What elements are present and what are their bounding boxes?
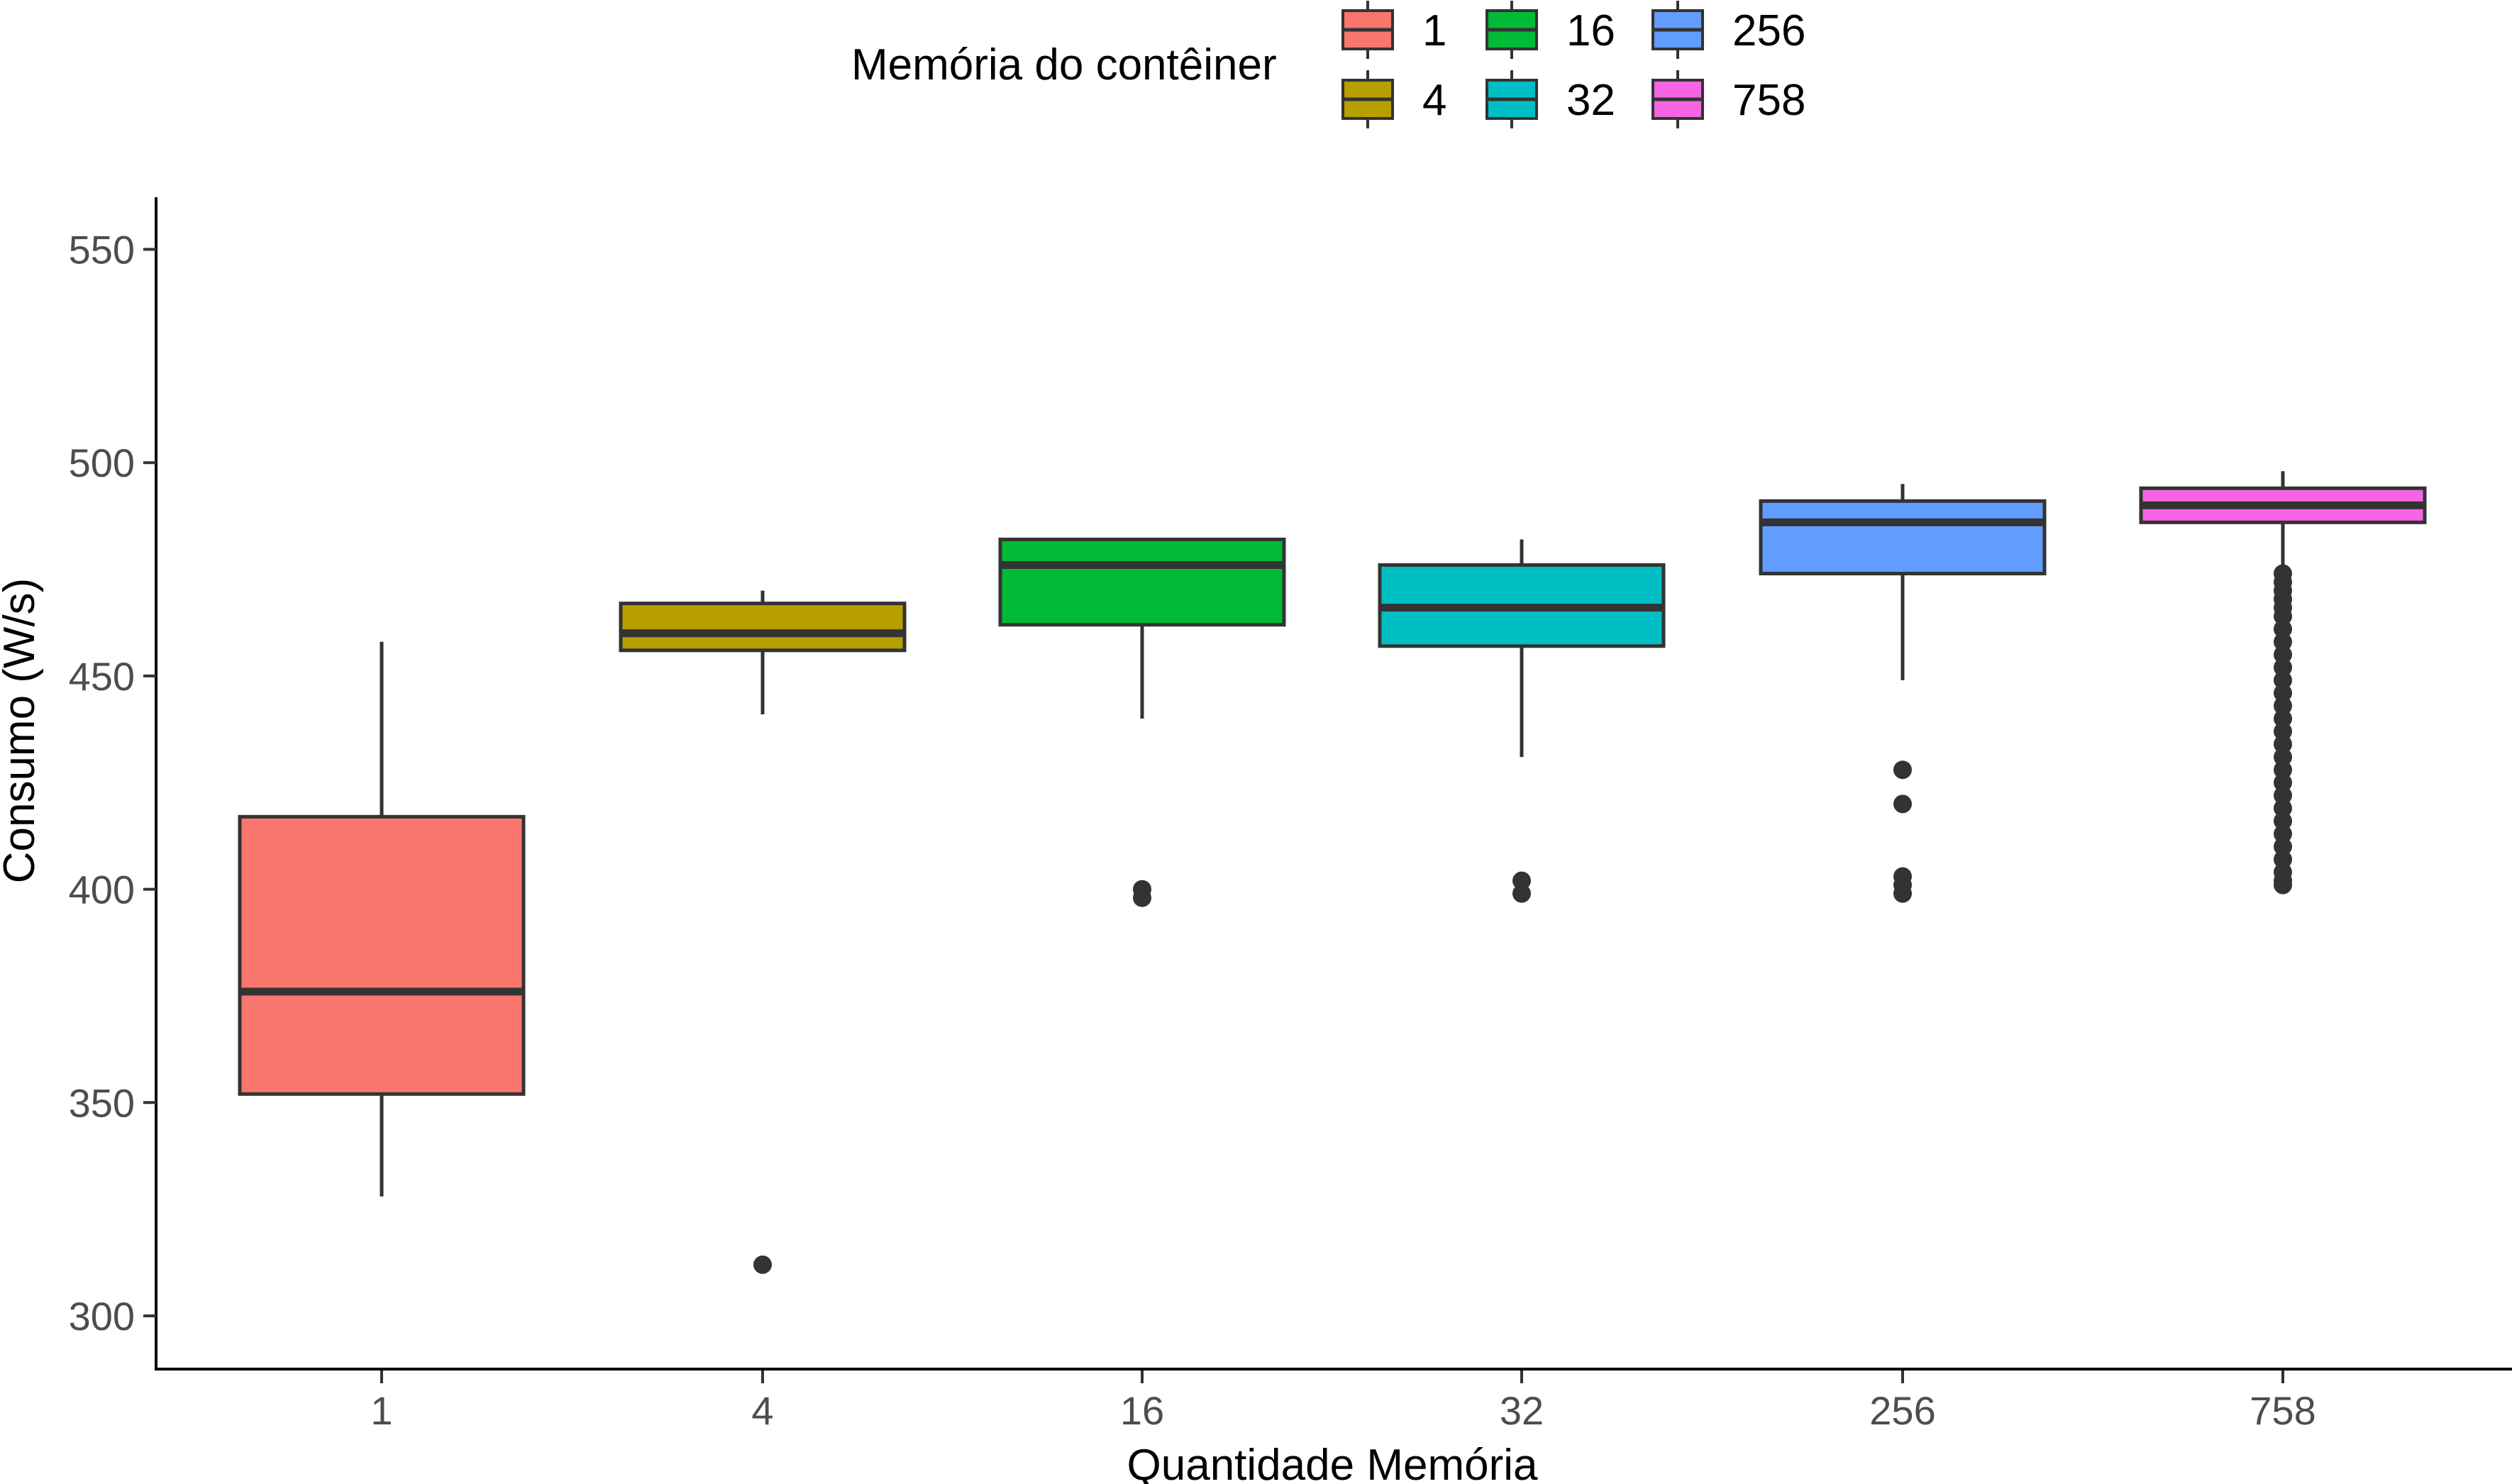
y-axis-title: Consumo (W/s) [0,578,44,884]
outlier-point [2274,709,2292,729]
outlier-point [2274,696,2292,715]
iqr-box [619,602,907,653]
legend-key-4: 4 [1341,70,1446,128]
outlier-point [2274,645,2292,664]
outlier-point [1512,871,1531,890]
outlier-point [1893,794,1912,814]
x-tick-label: 4 [751,1388,773,1433]
outlier-point [2274,760,2292,780]
legend-label: 758 [1732,76,1805,125]
x-axis: 1 4 16 32 256 758 [155,1368,2512,1433]
y-tick-label: 300 [69,1294,135,1339]
outlier-point [2274,683,2292,702]
outlier-point [2274,735,2292,754]
x-tick-label: 32 [1500,1388,1544,1433]
outlier-point [2274,824,2292,843]
outlier-point [2274,722,2292,741]
outlier-point [2274,875,2292,895]
legend-key-1: 1 [1341,1,1446,59]
outlier-point [2274,812,2292,831]
outlier-point [2274,773,2292,792]
outlier-point [1893,760,1912,780]
outlier-point [2274,837,2292,856]
legend-label: 4 [1422,76,1446,125]
x-axis-title: Quantidade Memória [1127,1441,1538,1484]
outlier-point [2274,632,2292,651]
legend-keys: 1 4 16 32 256 758 [1341,1,1805,128]
outlier-point [1133,888,1151,907]
outlier-point [2274,619,2292,638]
outlier-point [1893,884,1912,903]
plot-area [238,471,2427,1274]
box-16 [998,537,1286,907]
legend-label: 32 [1566,76,1615,125]
legend-title: Memória do contêiner [851,40,1277,89]
x-tick-label: 758 [2250,1388,2315,1433]
box-4 [619,590,907,1274]
y-ticks: 300 350 400 450 500 550 [69,228,156,1339]
box-256 [1759,484,2047,903]
outlier-point [2274,607,2292,626]
outlier-point [2274,786,2292,805]
legend-label: 1 [1422,6,1446,55]
outlier-point [2274,799,2292,818]
iqr-box [238,814,526,1096]
legend-key-758: 758 [1651,70,1805,128]
outlier-point [753,1255,772,1274]
legend-label: 256 [1732,6,1805,55]
y-tick-label: 450 [69,654,135,699]
box-1 [238,641,526,1197]
outlier-point [2274,670,2292,690]
iqr-box [1759,499,2047,576]
box-32 [1378,539,1666,903]
legend: Memória do contêiner 1 4 16 32 256 758 [851,1,1805,128]
outlier-point [2274,658,2292,677]
legend-key-256: 256 [1651,1,1805,59]
iqr-box [998,537,1286,627]
box-758 [2139,471,2427,895]
y-tick-label: 500 [69,441,135,485]
y-tick-label: 550 [69,228,135,272]
y-axis: 300 350 400 450 500 550 [69,197,157,1371]
x-tick-label: 256 [1869,1388,1935,1433]
x-tick-label: 1 [370,1388,392,1433]
outlier-point [2274,850,2292,869]
x-tick-label: 16 [1120,1388,1164,1433]
x-ticks: 1 4 16 32 256 758 [370,1371,2316,1433]
legend-label: 16 [1566,6,1615,55]
outlier-point [1512,884,1531,903]
outlier-point [2274,748,2292,767]
legend-key-32: 32 [1485,70,1615,128]
y-tick-label: 350 [69,1080,135,1125]
y-tick-label: 400 [69,868,135,912]
legend-key-16: 16 [1485,1,1615,59]
